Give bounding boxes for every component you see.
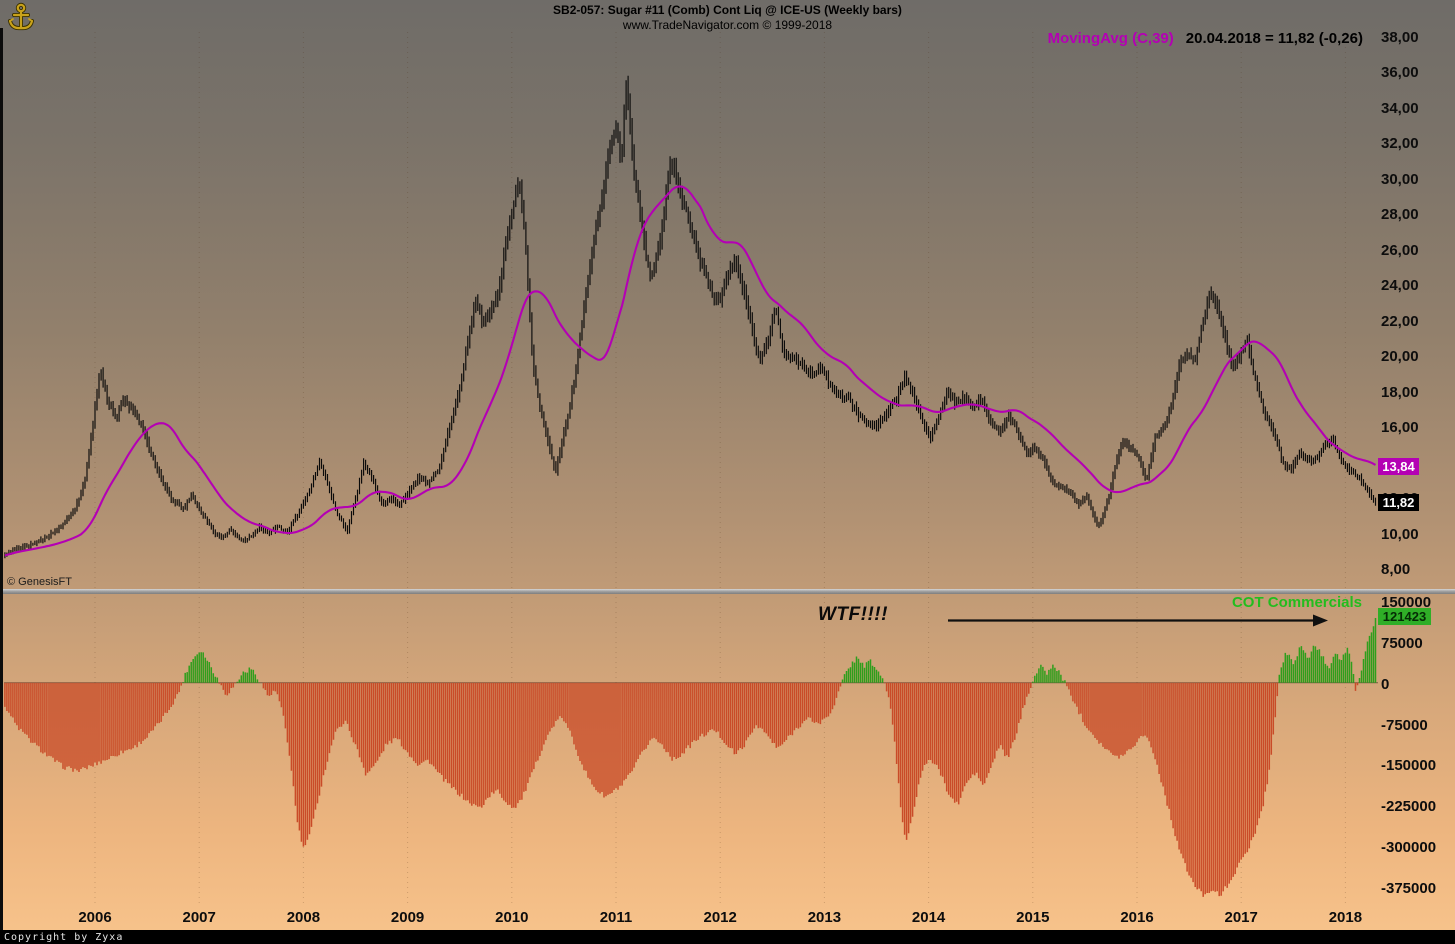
year-tick: 2013 [807, 909, 842, 926]
cot-commercials-label: COT Commercials [1231, 594, 1362, 611]
price-axis-tick: 32,00 [1381, 135, 1419, 153]
indicator-value: 20.04.2018 = 11,82 (-0,26) [1185, 30, 1363, 47]
year-tick: 2011 [599, 909, 633, 926]
cot-axis-tick: -75000 [1381, 716, 1428, 734]
year-tick: 2017 [1224, 909, 1258, 926]
year-tick: 2012 [703, 909, 737, 926]
cot-axis-tick: -375000 [1381, 879, 1437, 897]
price-axis-tick: 10,00 [1381, 525, 1419, 543]
status-bar: Copyright by Zyxa [0, 930, 1455, 944]
cot-axis-tick: -150000 [1381, 757, 1437, 775]
cot-axis-tick: 75000 [1381, 634, 1423, 652]
price-axis-tick: 16,00 [1381, 419, 1419, 437]
price-axis-tick: 28,00 [1381, 206, 1419, 224]
price-axis-tick: 30,00 [1381, 170, 1419, 188]
year-tick: 2006 [78, 909, 112, 926]
price-axis-tick: 8,00 [1381, 560, 1411, 578]
year-tick: 2018 [1328, 909, 1363, 926]
chart-subtitle: www.TradeNavigator.com © 1999-2018 [622, 18, 833, 32]
price-axis-tick: 34,00 [1381, 99, 1419, 117]
cot-axis-tick: 0 [1381, 675, 1390, 693]
ma-value-box: 13,84 [1378, 458, 1419, 475]
year-tick: 2015 [1016, 909, 1050, 926]
year-tick: 2010 [495, 909, 529, 926]
genesis-watermark: © GenesisFT [7, 576, 72, 588]
last-price-box: 11,82 [1378, 494, 1419, 511]
copyright-text: Copyright by Zyxa [4, 931, 124, 943]
price-axis-tick: 36,00 [1381, 64, 1419, 82]
year-tick: 2008 [286, 909, 321, 926]
cot-value-box: 121423 [1378, 608, 1431, 625]
year-tick: 2009 [390, 909, 425, 926]
price-axis-tick: 18,00 [1381, 383, 1419, 401]
year-tick: 2007 [182, 909, 216, 926]
chart-title: SB2-057: Sugar #11 (Comb) Cont Liq @ ICE… [553, 3, 902, 17]
cot-axis-tick: -225000 [1381, 798, 1437, 816]
year-tick: 2016 [1120, 909, 1154, 926]
anchor-logo-icon [6, 2, 36, 39]
price-axis-tick: 24,00 [1381, 277, 1419, 295]
price-axis-tick: 38,00 [1381, 29, 1419, 46]
indicator-name: MovingAvg (C,39) [1047, 30, 1174, 47]
cot-axis-tick: -300000 [1381, 839, 1437, 857]
indicator-legend: MovingAvg (C,39) 20.04.2018 = 11,82 (-0,2… [1048, 30, 1363, 47]
cot-axis: 150000 75000 0 -75000 -150000 -225000 -300000 -… [1381, 0, 1455, 930]
time-axis: 2006 2007 2008 2009 2010 2011 2012 2013 2014 2015… [0, 909, 1455, 931]
price-axis-tick: 22,00 [1381, 312, 1419, 330]
left-border [0, 28, 3, 930]
panel-divider[interactable] [0, 589, 1455, 594]
price-axis-tick: 26,00 [1381, 241, 1419, 259]
cot-axis-tick: 150000 [1381, 593, 1432, 611]
wtf-annotation: WTF!!!! [818, 604, 888, 625]
wtf-arrow [948, 614, 1328, 627]
price-axis-tick: 20,00 [1381, 348, 1419, 366]
year-tick: 2014 [911, 909, 946, 926]
